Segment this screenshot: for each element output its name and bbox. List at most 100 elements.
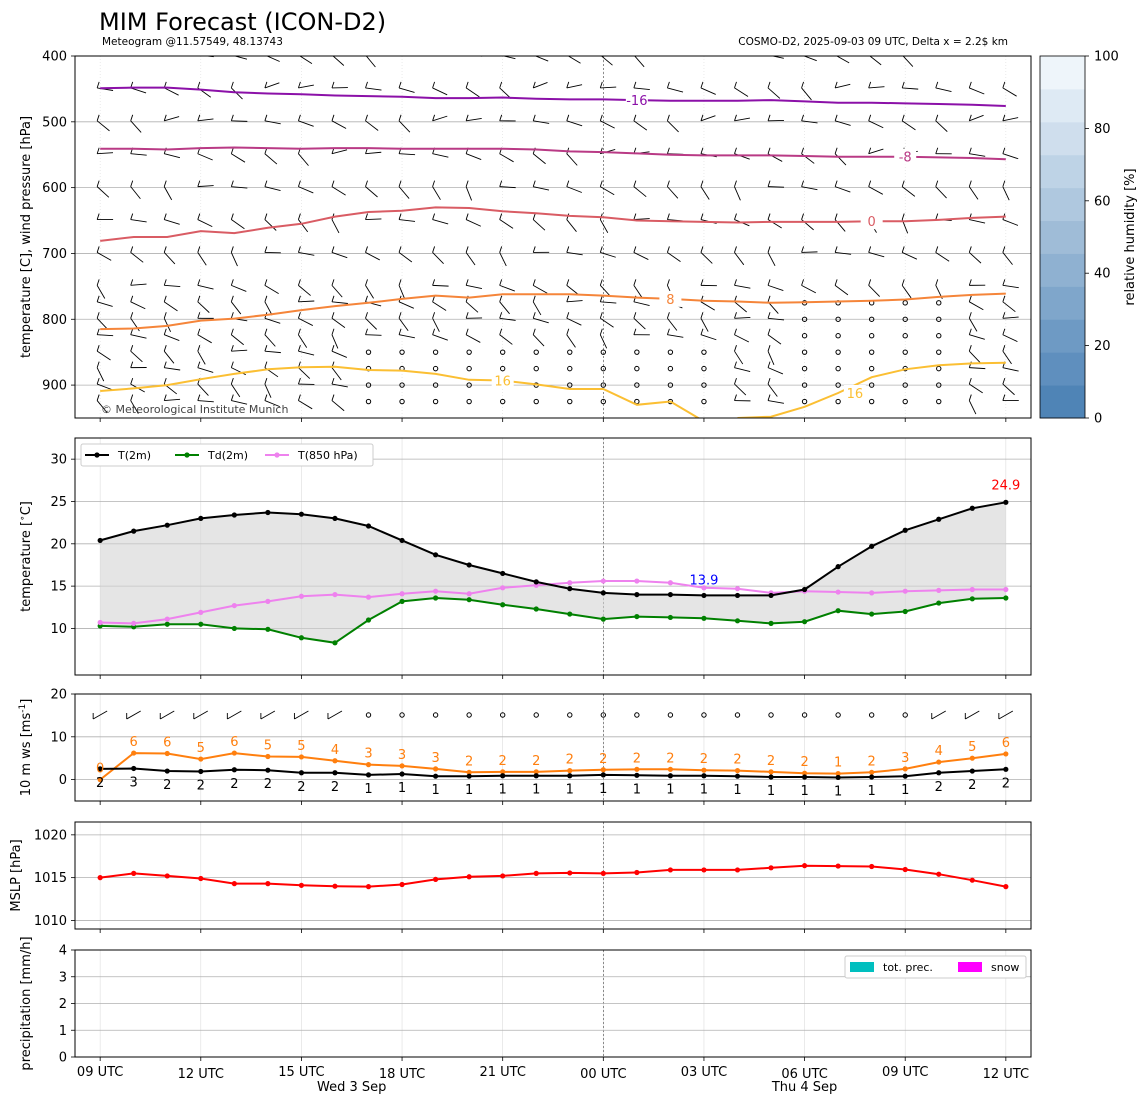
wind-barb-flag bbox=[130, 328, 134, 335]
calm-wind-marker bbox=[600, 398, 607, 405]
wind-barb bbox=[298, 153, 309, 166]
day-label: Wed 3 Sep bbox=[317, 1080, 386, 1095]
wind-barb-flag bbox=[297, 213, 301, 220]
mslp-point bbox=[466, 874, 472, 880]
wind-barb-flag bbox=[532, 295, 536, 302]
wind-mean-point bbox=[365, 772, 372, 778]
wind-max-label: 6 bbox=[1002, 736, 1010, 751]
wind-barb bbox=[331, 301, 348, 304]
td2m-point bbox=[835, 608, 841, 614]
wind-barb bbox=[1002, 316, 1019, 319]
isotherm-line bbox=[100, 365, 701, 418]
wind-barb bbox=[667, 51, 682, 55]
calm-wind-marker bbox=[801, 316, 808, 322]
wind-barb bbox=[499, 284, 515, 292]
wind-barb-flag bbox=[163, 246, 167, 253]
wind-barb-flag bbox=[230, 295, 234, 302]
calm-wind-marker bbox=[533, 398, 539, 405]
wind-barb bbox=[801, 251, 818, 253]
wind-barb-flag bbox=[163, 180, 167, 187]
wind-barb-flag bbox=[802, 49, 804, 55]
wind-barb-flag bbox=[331, 279, 335, 286]
wind-barb-flag bbox=[1002, 114, 1006, 121]
wind-barb bbox=[767, 219, 782, 229]
wind-barb-flag bbox=[532, 180, 536, 187]
wind-barb bbox=[197, 118, 214, 122]
wind-mean-label: 1 bbox=[364, 782, 372, 797]
wind-max-point bbox=[97, 777, 103, 783]
wind-barb-flag bbox=[230, 147, 234, 154]
wind-barb-flag bbox=[700, 312, 704, 319]
colorbar-tick-label: 100 bbox=[1094, 50, 1119, 65]
x-tick-label: 00 UTC bbox=[580, 1067, 626, 1082]
wind-barb-flag bbox=[365, 81, 368, 89]
wind-barb bbox=[96, 285, 106, 299]
td2m-point bbox=[533, 606, 539, 612]
wind-barb-flag bbox=[230, 312, 234, 319]
wind-mean-label: 2 bbox=[230, 777, 238, 792]
wind-barb bbox=[298, 84, 314, 89]
td2m-point bbox=[936, 600, 942, 606]
colorbar-band bbox=[1040, 220, 1085, 254]
wind-barb-flag bbox=[96, 81, 100, 89]
legend-swatch-marker bbox=[94, 452, 100, 458]
wind-max-line bbox=[99, 752, 1006, 781]
wind-barb-flag bbox=[465, 81, 469, 89]
wind-barb-flag bbox=[968, 180, 972, 187]
wind-barb-flag bbox=[398, 81, 402, 89]
wind-max-label: 2 bbox=[800, 755, 808, 770]
wind-barb-flag bbox=[465, 279, 469, 286]
wind-barb bbox=[835, 252, 852, 255]
wind-barb bbox=[868, 186, 884, 195]
calm-wind-marker bbox=[399, 349, 405, 355]
calm-wind-marker bbox=[399, 398, 405, 405]
wind-barb-flag bbox=[365, 279, 368, 286]
wind-max-label: 2 bbox=[599, 752, 607, 767]
wind-barb-flag bbox=[96, 394, 100, 401]
t850-point bbox=[298, 593, 305, 599]
wind-barb-flag bbox=[499, 213, 503, 220]
wind-barb bbox=[264, 334, 276, 347]
wind-barb-flag bbox=[1002, 328, 1006, 335]
wind-barb-flag bbox=[163, 361, 167, 368]
wind-barb bbox=[936, 51, 951, 55]
wind-max-point bbox=[969, 755, 975, 761]
wind-mean-label: 2 bbox=[264, 777, 272, 792]
calm-wind-marker bbox=[701, 349, 707, 355]
y-axis-label: MSLP [hPa] bbox=[9, 839, 24, 911]
wind-barb bbox=[131, 52, 146, 55]
td2m-point bbox=[332, 640, 338, 646]
wind-barb-flag bbox=[566, 312, 570, 319]
wind-barb-flag bbox=[532, 81, 536, 89]
wind-barb-flag bbox=[130, 213, 134, 220]
wind-barb bbox=[969, 367, 986, 370]
wind-barb-flag bbox=[297, 180, 301, 187]
wind-barb bbox=[230, 383, 241, 398]
calm-wind-marker bbox=[868, 365, 875, 372]
wind-barb-flag bbox=[499, 279, 503, 286]
wind-barb-flag bbox=[734, 279, 737, 286]
calm-wind-marker bbox=[432, 365, 439, 372]
wind-barb bbox=[902, 56, 914, 67]
panel-frame bbox=[74, 693, 1032, 802]
wind-barb bbox=[365, 120, 379, 131]
wind-barb bbox=[465, 301, 479, 313]
calm-wind-marker bbox=[902, 712, 908, 718]
wind-max-label: 1 bbox=[834, 756, 842, 771]
wind-barb bbox=[965, 710, 980, 720]
wind-mean-label: 1 bbox=[700, 783, 708, 798]
wind-barb-flag bbox=[399, 49, 401, 55]
wind-barb bbox=[399, 51, 414, 55]
wind-barb bbox=[499, 301, 510, 315]
extreme-annotation: 13.9 bbox=[689, 573, 718, 588]
wind-barb bbox=[264, 82, 280, 89]
wind-barb-flag bbox=[834, 147, 838, 154]
wind-barb-flag bbox=[96, 345, 100, 352]
wind-barb-flag bbox=[264, 279, 268, 286]
wind-barb-flag bbox=[968, 81, 972, 89]
wind-barb-flag bbox=[532, 328, 536, 335]
wind-max-label: 2 bbox=[666, 751, 674, 766]
wind-barb-flag bbox=[432, 114, 436, 121]
wind-mean-point bbox=[533, 773, 539, 779]
wind-barb bbox=[902, 252, 918, 260]
